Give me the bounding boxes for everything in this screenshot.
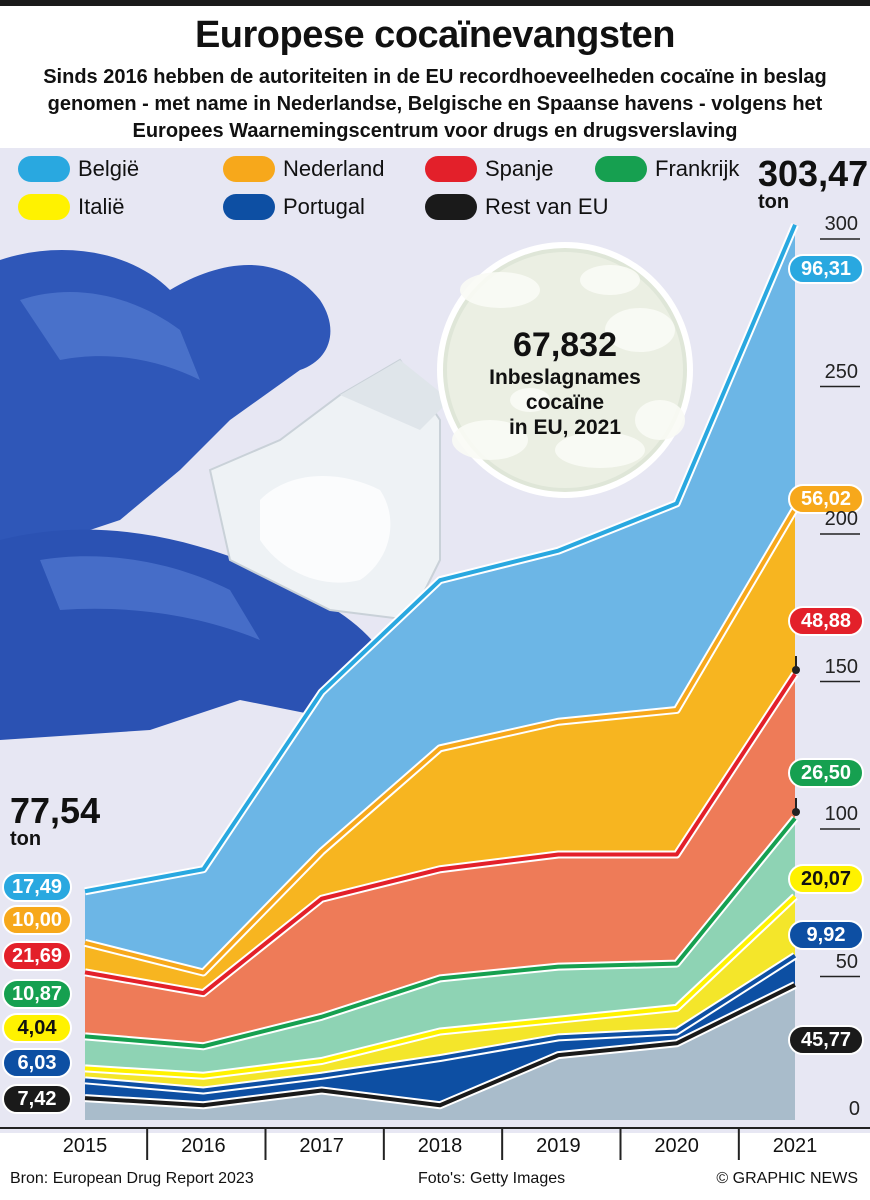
- start-value-frankrijk: 10,87: [2, 979, 72, 1009]
- seizures-line3: in EU, 2021: [508, 416, 622, 439]
- legend-item-frankrijk: Frankrijk: [595, 154, 739, 184]
- legend-label: Italië: [78, 194, 125, 219]
- page-title: Europese cocaïnevangsten: [194, 14, 676, 56]
- legend-item-italië: Italië: [18, 192, 124, 222]
- connector-dot: [792, 666, 800, 674]
- legend-label: Rest van EU: [485, 194, 609, 219]
- top-bar: [0, 0, 870, 6]
- end-value-spanje: 48,88: [788, 606, 864, 636]
- start-total-value: 77,54: [10, 790, 101, 831]
- start-total: 77,54 ton: [10, 790, 101, 850]
- x-tick-label: 2018: [417, 1135, 463, 1157]
- start-value-italië: 4,04: [2, 1013, 72, 1043]
- crystal-1: [460, 272, 540, 308]
- area-rest-van-eu: [85, 984, 795, 1120]
- seizures-value: 67,832: [513, 326, 617, 364]
- y-tick-label: 250: [824, 360, 858, 383]
- legend-swatch: [425, 156, 477, 182]
- legend-label: België: [78, 156, 140, 181]
- x-tick-label: 2015: [62, 1135, 108, 1157]
- seizures-callout: 67,832 Inbeslagnames cocaïne in EU, 2021: [465, 326, 665, 440]
- end-value-nederland: 56,02: [788, 484, 864, 514]
- y-tick-label: 100: [824, 803, 858, 825]
- legend-item-nederland: Nederland: [223, 154, 385, 184]
- start-value-portugal: 6,03: [2, 1048, 72, 1078]
- y-tick-label: 50: [835, 950, 858, 973]
- legend-swatch: [223, 194, 275, 220]
- legend-swatch: [425, 194, 477, 220]
- legend-swatch: [18, 194, 70, 220]
- y-tick-label: 150: [824, 655, 858, 678]
- end-total-unit: ton: [758, 191, 790, 213]
- end-value-frankrijk: 26,50: [788, 758, 864, 788]
- start-value-belgië: 17,49: [2, 872, 72, 902]
- start-value-rest-van-eu: 7,42: [2, 1084, 72, 1114]
- legend-label: Spanje: [485, 156, 554, 181]
- legend-item-rest-van-eu: Rest van EU: [425, 192, 609, 222]
- source-note: Bron: European Drug Report 2023: [10, 1170, 254, 1187]
- end-total-value: 303,47: [758, 153, 869, 194]
- legend-swatch: [18, 156, 70, 182]
- legend-label: Portugal: [283, 194, 365, 219]
- y-tick-label: 0: [848, 1098, 860, 1120]
- legend-item-spanje: Spanje: [425, 154, 554, 184]
- x-tick-label: 2020: [654, 1135, 699, 1157]
- end-total: 303,47 ton: [758, 153, 869, 213]
- x-tick-label: 2019: [536, 1135, 581, 1157]
- y-tick-label: 300: [824, 213, 858, 235]
- page-subtitle: Sinds 2016 hebben de autoriteiten in de …: [43, 66, 827, 142]
- line-spanje: [84, 673, 797, 996]
- legend-item-belgië: België: [18, 154, 139, 184]
- line-frankrijk: [84, 817, 797, 1049]
- x-tick-label: 2017: [299, 1135, 344, 1157]
- crystal-6: [635, 400, 685, 440]
- graphic-news-credit: © GRAPHIC NEWS: [716, 1170, 858, 1187]
- end-value-italië: 20,07: [788, 864, 864, 894]
- photo-credit: Foto's: Getty Images: [418, 1170, 566, 1187]
- end-value-portugal: 9,92: [788, 920, 864, 950]
- legend-swatch: [595, 156, 647, 182]
- photo-gloved-hands: [0, 250, 450, 740]
- crystal-3: [605, 308, 675, 352]
- seizures-line2: cocaïne: [525, 391, 605, 414]
- y-tick-label: 200: [824, 508, 858, 530]
- line-belgië: [84, 223, 797, 894]
- line-portugal: [84, 954, 797, 1093]
- legend-swatch: [223, 156, 275, 182]
- legend-label: Frankrijk: [655, 156, 740, 181]
- line-italië: [84, 895, 797, 1078]
- line-rest-van-eu: [84, 983, 796, 1108]
- start-value-spanje: 21,69: [2, 941, 72, 971]
- x-tick-label: 2016: [181, 1135, 226, 1157]
- end-value-rest-van-eu: 45,77: [788, 1025, 864, 1055]
- area-italië: [85, 896, 795, 1091]
- start-total-unit: ton: [10, 828, 42, 850]
- start-value-nederland: 10,00: [2, 905, 72, 935]
- crystal-7: [510, 388, 550, 412]
- area-spanje: [85, 674, 795, 1047]
- connector-dot: [792, 808, 800, 816]
- legend-item-portugal: Portugal: [223, 192, 365, 222]
- line-nederland: [84, 507, 797, 975]
- crystal-2: [580, 265, 640, 295]
- crystal-5: [555, 432, 645, 468]
- seizures-line1: Inbeslagnames: [489, 366, 641, 389]
- legend-label: Nederland: [283, 156, 385, 181]
- crystal-4: [452, 420, 528, 460]
- x-tick-label: 2021: [772, 1135, 818, 1157]
- end-value-belgië: 96,31: [788, 254, 864, 284]
